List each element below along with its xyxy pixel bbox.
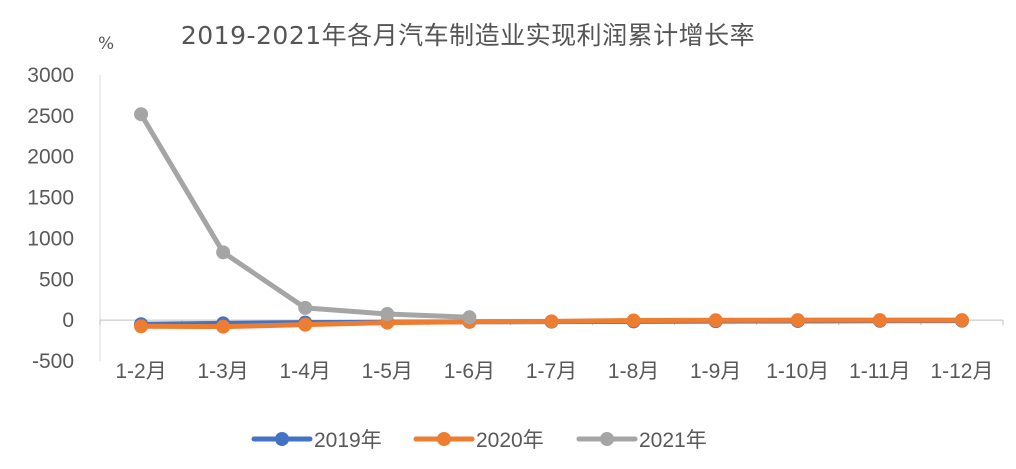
- x-tick-label: 1-7月: [526, 360, 577, 383]
- series-point-1: [626, 313, 641, 328]
- series-line-2: [138, 111, 472, 320]
- series-point-1: [790, 313, 805, 328]
- y-tick-label: 500: [39, 268, 74, 291]
- y-tick-label: 2500: [27, 105, 74, 128]
- y-tick-label: 0: [62, 309, 74, 332]
- series-point-1: [134, 319, 149, 334]
- series-point-1: [708, 313, 723, 328]
- x-tick-label: 1-2月: [115, 360, 166, 383]
- x-tick-label: 1-12月: [930, 360, 993, 383]
- series-point-2: [298, 300, 313, 315]
- series-point-2: [380, 307, 395, 322]
- x-tick-label: 1-6月: [444, 360, 495, 383]
- x-tick-label: 1-8月: [608, 360, 659, 383]
- legend-swatch-marker: [600, 432, 614, 446]
- legend-label: 2021年: [639, 429, 707, 452]
- x-tick-label: 1-9月: [690, 360, 741, 383]
- series-point-1: [872, 313, 887, 328]
- y-tick-label: -500: [32, 350, 74, 373]
- y-tick-label: 1000: [27, 227, 74, 250]
- series-point-2: [134, 107, 149, 122]
- legend-swatch-marker: [275, 432, 289, 446]
- chart-title: 2019-2021年各月汽车制造业实现利润累计增长率: [180, 21, 756, 50]
- legend-label: 2019年: [314, 429, 382, 452]
- x-tick-label: 1-3月: [197, 360, 248, 383]
- series-point-1: [298, 317, 313, 332]
- series-point-1: [216, 319, 231, 334]
- x-tick-label: 1-10月: [766, 360, 829, 383]
- series-point-1: [544, 314, 559, 329]
- y-axis-unit-label: %: [98, 34, 115, 54]
- y-tick-label: 3000: [27, 64, 74, 87]
- series-point-2: [462, 310, 477, 325]
- x-tick-label: 1-5月: [362, 360, 413, 383]
- x-tick-label: 1-4月: [280, 360, 331, 383]
- y-tick-label: 1500: [27, 187, 74, 210]
- series-point-1: [954, 313, 969, 328]
- y-tick-label: 2000: [27, 146, 74, 169]
- x-tick-label: 1-11月: [849, 360, 910, 383]
- legend-swatch-marker: [437, 432, 451, 446]
- legend-label: 2020年: [476, 429, 544, 452]
- series-point-2: [216, 245, 231, 260]
